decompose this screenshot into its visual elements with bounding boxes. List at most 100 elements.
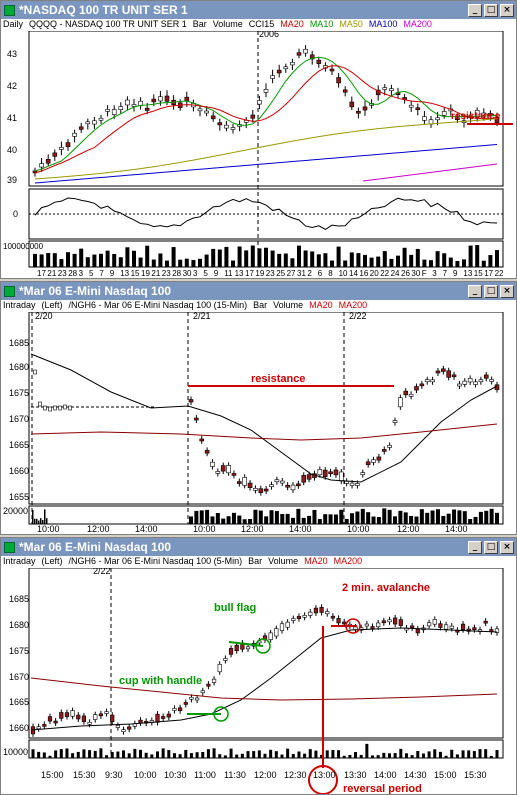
svg-text:40: 40	[7, 145, 17, 155]
price-bar	[210, 461, 215, 467]
cup-with-handle-label: cup with handle	[119, 675, 202, 687]
svg-text:11:00: 11:00	[194, 770, 216, 780]
price-bar	[98, 117, 104, 121]
price-bar	[328, 471, 333, 475]
close-button[interactable]: ×	[500, 540, 514, 554]
date-tick: 20	[370, 269, 379, 278]
price-bar	[435, 117, 440, 121]
price-bar	[333, 469, 339, 476]
price-bar	[414, 386, 419, 391]
minimize-button[interactable]: _	[468, 3, 482, 17]
price-bar	[155, 713, 160, 723]
volume-bar	[122, 750, 126, 758]
price-bar	[353, 626, 358, 630]
svg-text:10:30: 10:30	[164, 770, 187, 780]
price-bar	[443, 624, 449, 630]
window-icon	[4, 4, 15, 16]
price-bar	[362, 106, 368, 111]
volume-bar	[473, 516, 478, 524]
price-bar	[144, 107, 150, 111]
ma50-line	[34, 118, 498, 180]
price-bar	[291, 618, 296, 621]
volume-bar	[285, 513, 290, 524]
price-bar	[290, 484, 296, 491]
price-bar	[65, 142, 71, 147]
svg-text:1675: 1675	[9, 646, 29, 656]
volume-bar	[444, 755, 448, 758]
window-title: *NASDAQ 100 TR UNIT SER 1	[19, 3, 188, 17]
price-bar	[302, 614, 307, 618]
minimize-button[interactable]: _	[468, 540, 482, 554]
title-bar[interactable]: *Mar 06 E-Mini Nasdaq 100 _ □ ×	[1, 282, 516, 300]
window-icon	[4, 541, 15, 553]
minimize-button[interactable]: _	[468, 284, 482, 298]
maximize-button[interactable]: □	[484, 540, 498, 554]
maximize-button[interactable]: □	[484, 3, 498, 17]
price-bar	[224, 124, 229, 129]
volume-bar	[76, 751, 80, 758]
volume-bar	[455, 260, 460, 267]
price-bar	[360, 472, 366, 475]
volume-bar	[40, 518, 42, 524]
date-tick: 22	[495, 269, 504, 278]
volume-bar	[283, 253, 288, 267]
price-bar	[392, 420, 398, 423]
volume-bar	[366, 512, 371, 524]
volume-bar	[354, 752, 358, 758]
date-tick: 19	[255, 269, 264, 278]
price-bar	[204, 110, 209, 114]
volume-bar	[376, 516, 381, 524]
price-bar	[194, 417, 199, 421]
volume-bar	[416, 750, 420, 758]
price-bar	[257, 100, 262, 105]
title-bar[interactable]: *NASDAQ 100 TR UNIT SER 1 _ □ ×	[1, 1, 516, 19]
svg-text:39: 39	[7, 175, 17, 185]
window-title: *Mar 06 E-Mini Nasdaq 100	[19, 284, 172, 298]
volume-bar	[478, 511, 483, 524]
date-tick: 22	[380, 269, 389, 278]
close-button[interactable]: ×	[500, 3, 514, 17]
date-tick: 30	[411, 269, 420, 278]
price-bar	[438, 623, 443, 628]
volume-bar	[339, 509, 344, 524]
price-bar	[228, 648, 234, 655]
volume-bar	[167, 750, 171, 758]
date-tick: 13	[235, 269, 244, 278]
price-bar	[110, 714, 115, 722]
volume-bar	[210, 516, 215, 524]
volume-bar	[274, 751, 278, 758]
volume-bar	[248, 518, 253, 524]
price-bar	[339, 471, 344, 482]
volume-bar	[93, 750, 97, 758]
svg-text:0: 0	[13, 209, 18, 219]
date-tick: 5	[89, 269, 94, 278]
price-bar	[59, 712, 64, 719]
title-bar[interactable]: *Mar 06 E-Mini Nasdaq 100 _ □ ×	[1, 538, 516, 556]
svg-text:15:00: 15:00	[41, 770, 64, 780]
date-tick: 14	[349, 269, 358, 278]
volume-bar	[316, 254, 321, 267]
volume-bar	[85, 257, 90, 267]
volume-bar	[429, 260, 433, 267]
volume-bar	[462, 259, 466, 267]
price-bar	[183, 702, 188, 705]
volume-bar	[125, 247, 130, 267]
volume-bar	[387, 753, 391, 758]
maximize-button[interactable]: □	[484, 284, 498, 298]
price-bar	[104, 711, 109, 714]
svg-text:15:30: 15:30	[73, 770, 96, 780]
price-bar	[121, 729, 126, 733]
date-tick: 24	[391, 269, 400, 278]
chart-info-bar: Daily QQQQ - NASDAQ 100 TR UNIT SER 1 Bar V…	[3, 19, 432, 29]
volume-bar	[297, 245, 301, 267]
volume-bar	[88, 750, 92, 758]
volume-bar	[264, 516, 269, 524]
price-bar	[393, 617, 398, 625]
svg-text:12:00: 12:00	[397, 524, 420, 534]
volume-bar	[457, 510, 462, 524]
volume-bar	[425, 512, 430, 524]
date-tick: 28	[172, 269, 181, 278]
date-tick: 5	[203, 269, 208, 278]
close-button[interactable]: ×	[500, 284, 514, 298]
svg-text:12:30: 12:30	[284, 770, 307, 780]
